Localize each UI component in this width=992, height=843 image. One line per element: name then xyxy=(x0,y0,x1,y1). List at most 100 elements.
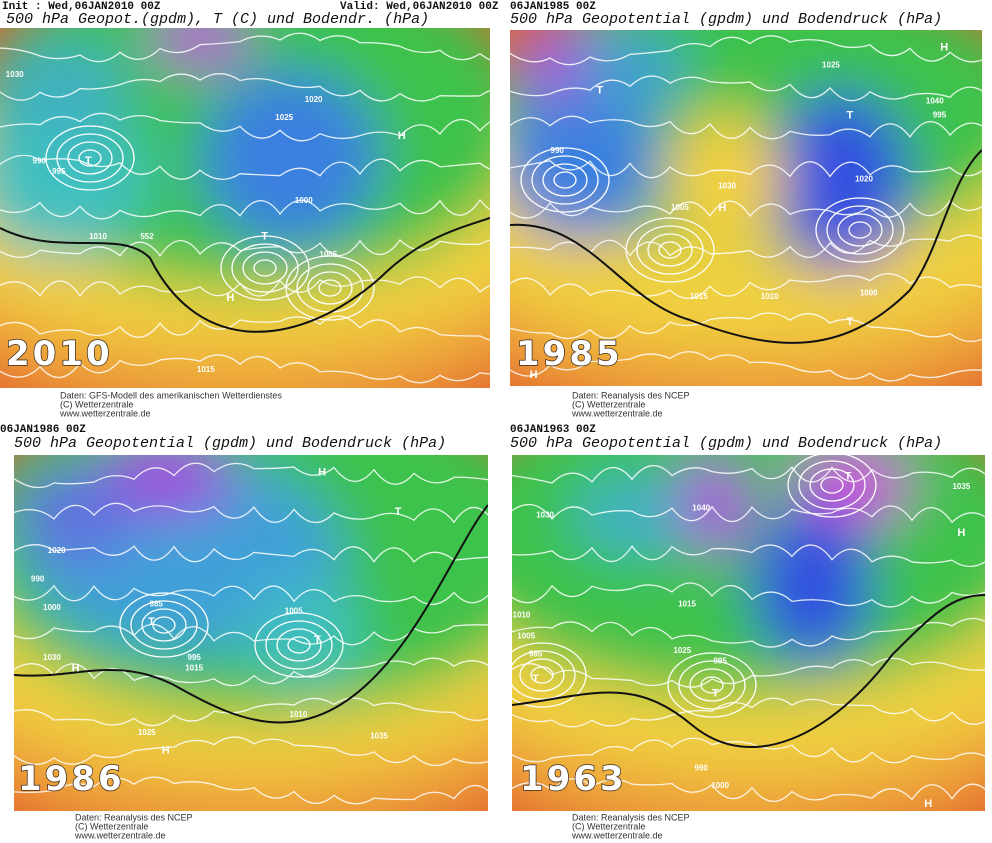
isobar xyxy=(141,608,187,642)
map-label: 1010 xyxy=(89,232,107,241)
credit-line: Daten: Reanalysis des NCEP xyxy=(572,390,690,400)
year-label: 2010 xyxy=(6,334,113,374)
contour-552 xyxy=(510,149,982,344)
map-label: 995 xyxy=(187,653,201,662)
isobar xyxy=(510,160,982,179)
isobar xyxy=(276,628,322,662)
map-label: 1030 xyxy=(536,511,554,520)
map-label: 1015 xyxy=(690,292,708,301)
isobar xyxy=(285,255,375,321)
map-label: 1000 xyxy=(860,289,878,298)
contour-552 xyxy=(14,504,488,724)
isobar xyxy=(510,234,982,258)
isobar xyxy=(512,582,985,608)
isobar xyxy=(848,221,872,239)
isobar xyxy=(510,35,982,66)
map-label: 1005 xyxy=(285,607,303,616)
year-label: 1986 xyxy=(18,759,125,799)
map-label: 1000 xyxy=(295,196,313,205)
panel-header: 06JAN1986 00Z xyxy=(0,424,86,436)
isobar xyxy=(119,592,209,658)
color-field xyxy=(510,30,982,386)
map-label: H xyxy=(924,798,932,810)
isobar xyxy=(512,778,985,802)
map-label: 1040 xyxy=(692,504,710,513)
map-label: 1005 xyxy=(319,250,337,259)
isobar xyxy=(837,213,883,247)
isobar xyxy=(14,776,488,805)
isobar xyxy=(798,460,866,510)
map-label: 1005 xyxy=(671,203,689,212)
map-label: 990 xyxy=(31,575,45,584)
map-label: H xyxy=(957,527,965,539)
weather-panel: Init : Wed,06JAN2010 00Z Valid: Wed,06JAN… xyxy=(0,1,499,418)
map-label: H xyxy=(940,42,948,54)
isobar xyxy=(231,243,299,293)
isobar xyxy=(56,133,124,183)
map-label: 1020 xyxy=(48,546,66,555)
map-label: T xyxy=(596,84,603,96)
map-label: H xyxy=(162,744,170,756)
isobar xyxy=(0,73,490,102)
map-label: 1010 xyxy=(761,292,779,301)
map: H H T T 1030 1025 1020 1015 1010 1005 1000 995 990 55… xyxy=(0,28,490,388)
map-label: 985 xyxy=(529,649,543,658)
map-label: 995 xyxy=(933,111,947,120)
year-label: 1985 xyxy=(516,334,623,374)
isobar xyxy=(512,503,985,524)
isobar xyxy=(667,652,757,718)
panel-title: 500 hPa Geopotential (gpdm) und Bodendru… xyxy=(510,435,942,452)
isobar xyxy=(242,251,288,285)
map-label: 1020 xyxy=(305,95,323,104)
isobar xyxy=(14,502,488,524)
isobar xyxy=(307,271,353,305)
isobar xyxy=(14,657,488,687)
map-label: 1030 xyxy=(718,182,736,191)
isobar xyxy=(510,75,982,102)
isobar xyxy=(67,141,113,175)
map-label: T xyxy=(846,316,853,328)
isobar xyxy=(512,544,985,568)
panel-title: 500 hPa Geopotential (gpdm) und Bodendru… xyxy=(14,435,446,452)
credit-line: Daten: Reanalysis des NCEP xyxy=(75,812,193,822)
map-label: 1025 xyxy=(275,113,293,122)
credit-line: Daten: Reanalysis des NCEP xyxy=(572,812,690,822)
isobar xyxy=(510,312,982,343)
map-label: T xyxy=(148,616,155,628)
isobar xyxy=(678,660,746,710)
map: H H H T T T 1035 1030 1025 1020 1015 1010 1005 1000 99… xyxy=(14,455,488,811)
map-label: 552 xyxy=(140,232,154,241)
map-label: 995 xyxy=(52,167,66,176)
isobar xyxy=(647,233,693,267)
map-label: T xyxy=(712,687,719,699)
map-label: 1035 xyxy=(370,731,388,740)
map-label: T xyxy=(395,506,402,518)
isobar xyxy=(14,462,488,489)
isobar xyxy=(519,658,565,692)
isobar xyxy=(700,676,724,694)
map-label: 990 xyxy=(695,763,709,772)
color-blob xyxy=(770,90,910,270)
isobar xyxy=(14,736,488,767)
isobar xyxy=(512,650,576,700)
contour-552 xyxy=(512,594,985,749)
map-label: T xyxy=(846,109,853,121)
map-label: 1035 xyxy=(952,482,970,491)
credit-line: www.wetterzentrale.de xyxy=(74,830,166,840)
isobar xyxy=(0,315,490,341)
isobar xyxy=(152,616,176,634)
map-label: 1015 xyxy=(185,664,203,673)
isobar xyxy=(265,620,333,670)
map-label: 990 xyxy=(551,146,565,155)
map-label: 1030 xyxy=(43,653,61,662)
map-label: 1025 xyxy=(822,61,840,70)
map-label: 1000 xyxy=(711,781,729,790)
color-blob xyxy=(572,475,692,555)
isobar xyxy=(820,476,844,494)
map-label: T xyxy=(261,231,268,243)
isobar xyxy=(0,276,490,297)
color-blob xyxy=(570,30,690,110)
color-blob xyxy=(150,28,250,68)
